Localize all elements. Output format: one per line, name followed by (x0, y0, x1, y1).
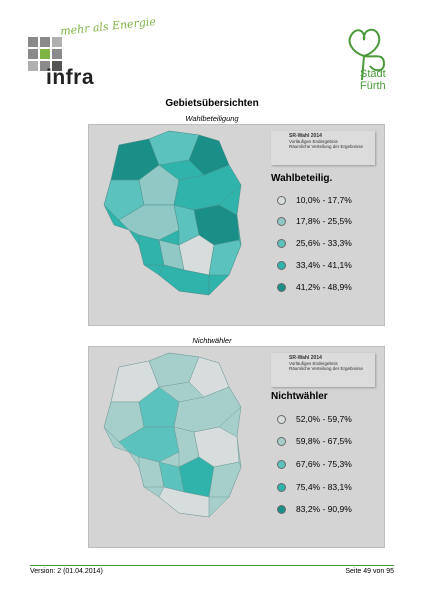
legend-item: 67,6% - 75,3% (277, 458, 352, 470)
legend-swatch-icon (277, 459, 286, 469)
legend-swatch-icon (277, 195, 286, 205)
cloverleaf-logo-icon (348, 28, 386, 81)
legend-item: 10,0% - 17,7% (277, 194, 352, 206)
city-logo-line1: Stadt (360, 68, 386, 80)
map-info-box: SR-Wahl 2014 Vorläufiges Endergebnis Räu… (271, 131, 375, 165)
city-logo-line2: Fürth (360, 80, 386, 92)
district-map (103, 130, 242, 296)
legend-swatch-icon (277, 414, 286, 424)
map-info-line: Vorläufiges Endergebnis (289, 139, 338, 144)
map-panel: SR-Wahl 2014 Vorläufiges Endergebnis Räu… (88, 124, 385, 326)
map-info-box: SR-Wahl 2014 Vorläufiges Endergebnis Räu… (271, 353, 375, 387)
legend-item: 75,4% - 83,1% (277, 481, 352, 493)
legend-swatch-icon (277, 216, 286, 226)
legend-label: 75,4% - 83,1% (296, 482, 352, 492)
legend-label: 52,0% - 59,7% (296, 414, 352, 424)
legend-label: 59,8% - 67,5% (296, 436, 352, 446)
legend-title: Wahlbeteilig. (271, 173, 333, 184)
legend-swatch-icon (277, 436, 286, 446)
legend-swatch-icon (277, 482, 286, 492)
map-info-line: SR-Wahl 2014 (289, 133, 322, 139)
map-info-line: Räumliche Verteilung der Ergebnisse (289, 366, 364, 371)
map-caption: Nichtwähler (192, 336, 232, 345)
legend-label: 41,2% - 48,9% (296, 282, 352, 292)
legend-label: 25,6% - 33,3% (296, 238, 352, 248)
legend-item: 52,0% - 59,7% (277, 413, 352, 425)
legend-swatch-icon (277, 260, 286, 270)
legend-item: 33,4% - 41,1% (277, 259, 352, 271)
legend-item: 41,2% - 48,9% (277, 281, 352, 293)
legend-title: Nichtwähler (271, 391, 328, 402)
footer-page-number: Seite 49 von 95 (345, 568, 394, 575)
infra-logo-icon (28, 37, 62, 71)
map-info-line: SR-Wahl 2014 (289, 355, 322, 361)
legend-swatch-icon (277, 504, 286, 514)
legend-label: 83,2% - 90,9% (296, 504, 352, 514)
map-caption: Wahlbeteiligung (185, 114, 239, 123)
infra-wordmark: infra (46, 66, 95, 89)
legend-swatch-icon (277, 238, 286, 248)
legend-label: 10,0% - 17,7% (296, 195, 352, 205)
city-logo-text: Stadt Fürth (360, 68, 386, 92)
legend-item: 17,8% - 25,5% (277, 215, 352, 227)
footer-divider (30, 565, 394, 566)
map-info-line: Vorläufiges Endergebnis (289, 361, 338, 366)
legend-item: 25,6% - 33,3% (277, 237, 352, 249)
legend-label: 17,8% - 25,5% (296, 216, 352, 226)
legend-label: 67,6% - 75,3% (296, 459, 352, 469)
infra-slogan: mehr als Energie (59, 15, 157, 38)
map-panel: SR-Wahl 2014 Vorläufiges Endergebnis Räu… (88, 346, 385, 548)
legend-item: 83,2% - 90,9% (277, 503, 352, 515)
page-title: Gebietsübersichten (165, 98, 259, 109)
legend-label: 33,4% - 41,1% (296, 260, 352, 270)
legend-item: 59,8% - 67,5% (277, 435, 352, 447)
district-map (103, 352, 242, 518)
footer-version: Version: 2 (01.04.2014) (30, 568, 103, 575)
legend-swatch-icon (277, 282, 286, 292)
map-info-line: Räumliche Verteilung der Ergebnisse (289, 144, 364, 149)
